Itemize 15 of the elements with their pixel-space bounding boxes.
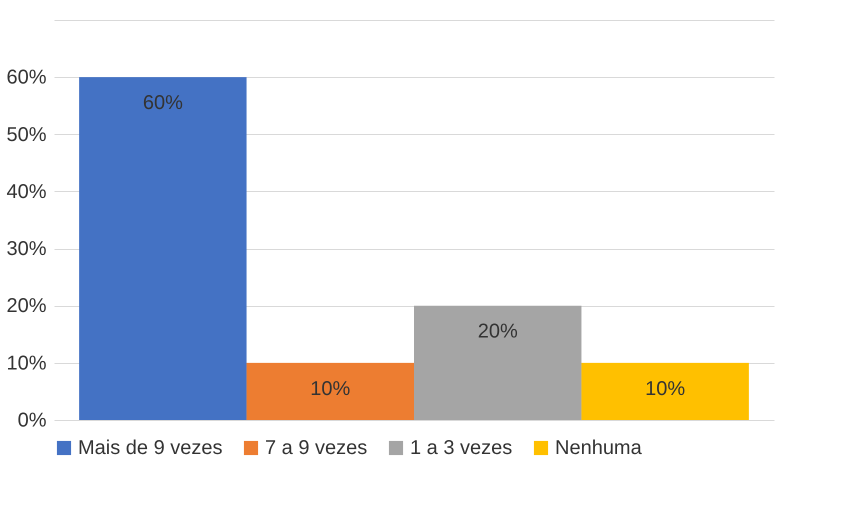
y-tick-label: 40% [6,180,47,203]
data-label: 10% [310,378,351,400]
y-tick-label: 20% [6,295,47,318]
y-tick-label: 60% [6,66,47,89]
y-tick-label: 50% [6,124,47,146]
data-label: 20% [478,320,518,343]
legend-label: Nenhuma [555,437,643,459]
data-label: 10% [645,378,686,400]
data-label: 60% [142,92,184,114]
y-tick-label: 30% [6,238,47,260]
y-tick-label: 10% [6,352,47,374]
legend-label: 1 a 3 vezes [410,437,512,459]
legend-label: Mais de 9 vezes [78,437,223,459]
y-tick-label: 0% [18,410,47,432]
legend-label: 7 a 9 vezes [265,437,368,459]
